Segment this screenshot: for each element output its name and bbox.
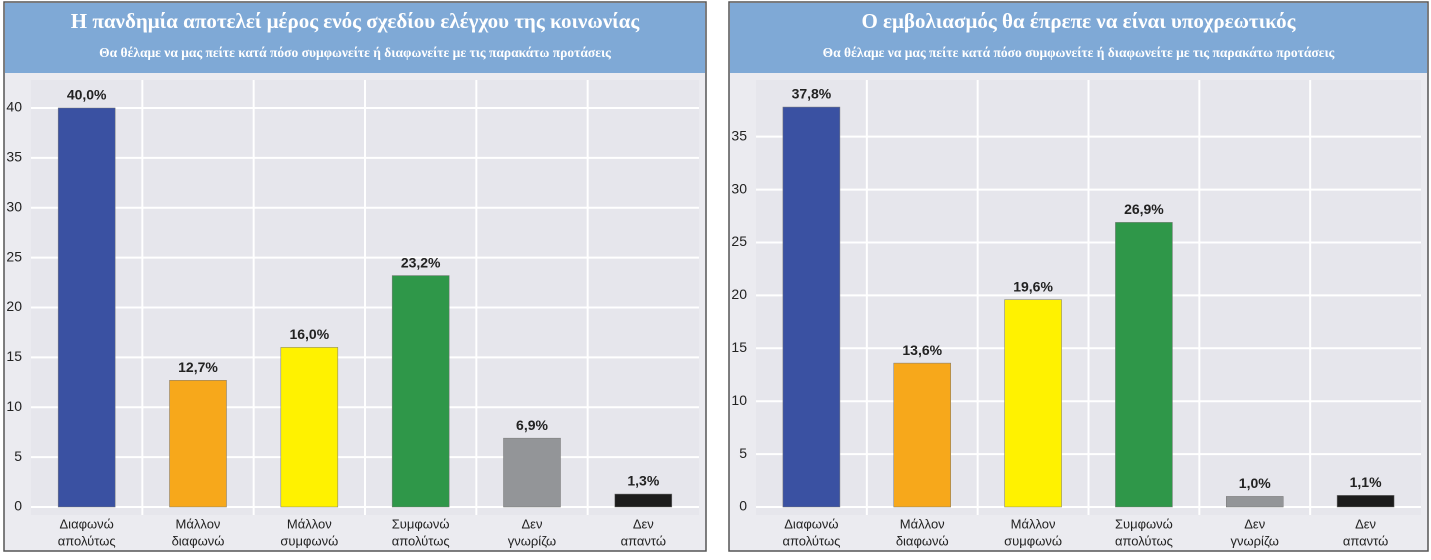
chart-subtitle: Θα θέλαμε να μας πείτε κατά πόσο συμφωνε… [823,45,1335,60]
x-tick-label: διαφωνώ [896,533,949,548]
y-tick-label: 0 [739,498,747,514]
y-tick-label: 30 [731,180,747,196]
value-label: 16,0% [289,326,329,342]
y-tick-label: 5 [14,448,22,464]
y-tick-label: 15 [731,339,747,355]
y-tick-label: 35 [731,127,747,143]
x-tick-label: απαντώ [621,533,666,548]
x-tick-label: Διαφωνώ [60,516,114,531]
header [730,3,1427,73]
x-tick-label: Διαφωνώ [784,516,838,531]
header [5,3,705,73]
chart-title: Ο εμβολιασμός θα έπρεπε να είναι υποχρεω… [861,9,1296,33]
x-tick-label: συμφωνώ [1004,533,1062,548]
y-tick-label: 15 [6,348,22,364]
bar [782,106,841,508]
bar [1004,299,1062,508]
x-tick-label: γνωρίζω [508,533,556,548]
x-tick-label: Μάλλον [1011,516,1056,531]
x-tick-label: Δεν [522,516,543,531]
x-tick-label: Συμφωνώ [392,516,450,531]
bar [391,275,450,508]
x-tick-label: συμφωνώ [280,533,338,548]
x-tick-label: Μάλλον [176,516,221,531]
bar [614,493,673,508]
x-tick-label: Δεν [1244,516,1265,531]
value-label: 1,3% [627,473,659,489]
bar [893,362,951,508]
x-tick-label: Συμφωνώ [1115,516,1173,531]
y-tick-label: 25 [6,248,22,264]
y-tick-label: 20 [731,286,747,302]
y-tick-label: 40 [6,99,22,115]
bar [1226,496,1284,508]
bar [1115,222,1173,508]
bar [57,107,116,508]
bar [280,347,339,508]
value-label: 26,9% [1124,201,1164,217]
x-tick-label: απαντώ [1343,533,1388,548]
y-tick-label: 25 [731,233,747,249]
value-label: 13,6% [902,342,942,358]
x-tick-label: γνωρίζω [1231,533,1279,548]
x-tick-label: διαφωνώ [172,533,225,548]
x-tick-label: Μάλλον [287,516,332,531]
x-tick-label: απολύτως [58,533,116,548]
x-tick-label: Δεν [1355,516,1376,531]
x-tick-label: απολύτως [1115,533,1173,548]
x-tick-label: απολύτως [782,533,840,548]
x-tick-label: Δεν [633,516,654,531]
y-tick-label: 20 [6,298,22,314]
y-tick-label: 10 [731,392,747,408]
bar [169,380,227,508]
y-tick-label: 10 [6,398,22,414]
y-tick-label: 5 [739,445,747,461]
chart-title: Η πανδημία αποτελεί μέρος ενός σχεδίου ε… [71,9,641,33]
value-label: 12,7% [178,359,218,375]
value-label: 19,6% [1013,278,1053,294]
value-label: 40,0% [67,87,107,103]
y-tick-label: 0 [14,498,22,514]
value-label: 1,1% [1350,474,1382,490]
y-tick-label: 35 [6,149,22,165]
bar [1336,495,1395,508]
value-label: 37,8% [792,86,832,102]
x-tick-label: Μάλλον [900,516,945,531]
value-label: 23,2% [401,254,441,270]
x-tick-label: απολύτως [392,533,450,548]
bar [503,437,561,508]
y-tick-label: 30 [6,198,22,214]
value-label: 6,9% [516,417,548,433]
value-label: 1,0% [1239,475,1271,491]
chart-subtitle: Θα θέλαμε να μας πείτε κατά πόσο συμφωνε… [99,45,611,60]
